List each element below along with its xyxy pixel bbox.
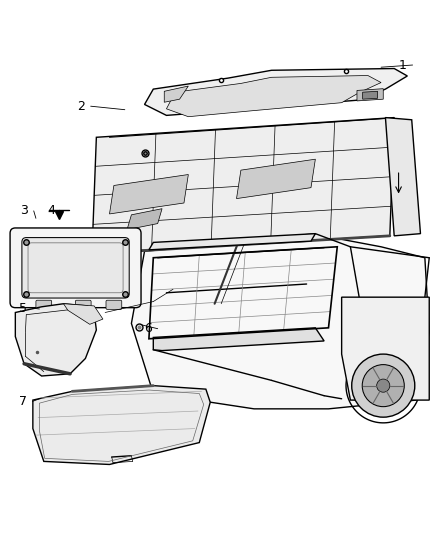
Polygon shape — [15, 304, 96, 376]
Polygon shape — [131, 233, 429, 409]
Text: 4: 4 — [48, 204, 56, 217]
FancyBboxPatch shape — [106, 300, 122, 310]
Polygon shape — [153, 328, 324, 351]
Text: 6: 6 — [144, 322, 152, 335]
Polygon shape — [385, 118, 420, 236]
Polygon shape — [149, 233, 315, 250]
Polygon shape — [110, 174, 188, 214]
Circle shape — [352, 354, 415, 417]
FancyBboxPatch shape — [22, 238, 129, 298]
Text: 3: 3 — [20, 204, 28, 217]
Polygon shape — [164, 86, 188, 102]
Polygon shape — [33, 386, 210, 464]
Polygon shape — [64, 304, 103, 324]
Polygon shape — [166, 76, 381, 117]
Text: 7: 7 — [19, 395, 27, 408]
Polygon shape — [92, 118, 394, 253]
Polygon shape — [342, 297, 429, 400]
Polygon shape — [357, 88, 383, 101]
FancyBboxPatch shape — [75, 300, 91, 310]
FancyBboxPatch shape — [36, 300, 52, 310]
FancyBboxPatch shape — [10, 228, 141, 308]
Circle shape — [362, 365, 404, 407]
Text: 5: 5 — [19, 302, 27, 314]
Polygon shape — [127, 209, 162, 230]
Text: 1: 1 — [399, 59, 407, 71]
Circle shape — [377, 379, 390, 392]
Polygon shape — [145, 69, 407, 115]
Polygon shape — [237, 159, 315, 199]
Polygon shape — [363, 91, 378, 99]
Text: 2: 2 — [77, 100, 85, 112]
